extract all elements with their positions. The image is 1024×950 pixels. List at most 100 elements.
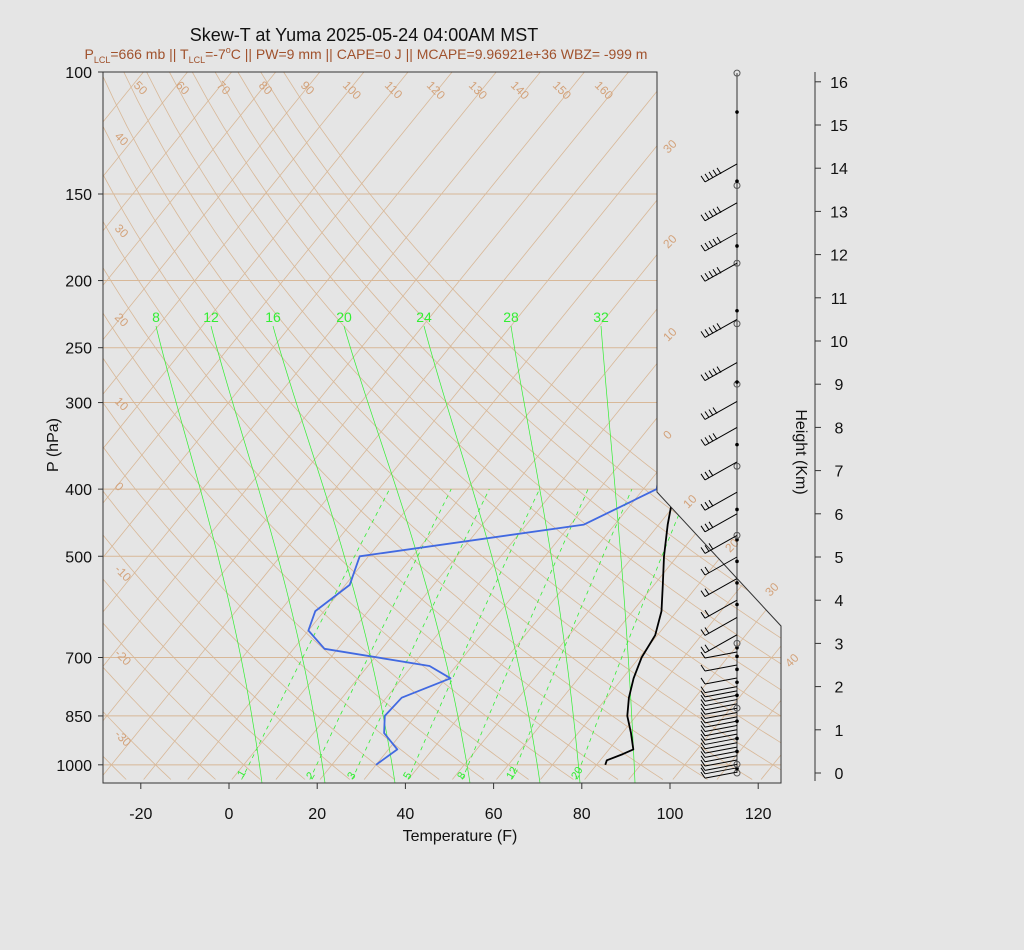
- wind-barb-flag: [700, 771, 706, 779]
- wind-barb-flag: [708, 521, 714, 529]
- dry-adiabat-130: [123, 72, 781, 780]
- wind-barb-staff: [704, 578, 738, 598]
- wind-barb-flag: [704, 212, 710, 220]
- p-tick-label-150: 150: [65, 187, 92, 204]
- wind-barb-staff: [704, 733, 738, 741]
- isotherm-label-right-0: 30: [660, 137, 680, 157]
- wind-barb-staff: [704, 202, 738, 222]
- wind-barb-flag: [712, 169, 718, 177]
- wind-barb-40: [700, 163, 738, 183]
- wind-barb-staff: [704, 746, 738, 754]
- dry-adiabat-110: [103, 72, 753, 780]
- isotherm-label-right-6: 30: [762, 580, 782, 600]
- wind-barb-14: [700, 712, 738, 720]
- wind-barb-flag: [716, 236, 722, 244]
- mixing-ratio-3: [351, 488, 490, 780]
- wind-barb-flag: [700, 439, 706, 446]
- plot-background: [103, 72, 781, 783]
- wind-barb-38: [700, 232, 738, 252]
- wind-barb-flag: [704, 627, 710, 634]
- p-tick-label-700: 700: [65, 651, 92, 668]
- wind-barb-flag: [700, 694, 706, 702]
- wind-barb-11: [700, 724, 738, 732]
- wind-marker-dot-11: [735, 645, 739, 650]
- chart-title: Skew-T at Yuma 2025-05-24 04:00AM MST: [190, 25, 539, 45]
- wind-barb-staff: [704, 262, 738, 282]
- wind-barb-staff: [704, 534, 738, 554]
- wind-barb-flag: [704, 411, 710, 418]
- moist-adiabat-5: [510, 325, 581, 783]
- plot-frame: [102, 71, 782, 784]
- wind-barb-flag: [700, 764, 706, 771]
- wind-barb-staff: [704, 694, 738, 702]
- isotherm--50: [103, 72, 585, 780]
- x-axis-label: Temperature (F): [403, 828, 518, 845]
- dry-adiabat-100: [103, 72, 708, 780]
- wind-barb-staff: [704, 750, 738, 758]
- wind-barb-flag: [704, 372, 710, 379]
- p-tick-label-300: 300: [65, 396, 92, 413]
- wind-barb-staff: [704, 664, 738, 672]
- wind-barb-flag: [708, 543, 714, 550]
- t-tick-label-120: 120: [745, 806, 772, 823]
- wind-barb-30: [700, 513, 738, 533]
- height-tick-label-11: 11: [831, 291, 848, 308]
- wind-barb-staff: [704, 720, 738, 728]
- mixing-label-3: 5: [401, 770, 414, 781]
- p-tick-label-400: 400: [65, 482, 92, 499]
- height-tick-label-3: 3: [835, 636, 844, 653]
- wind-barb-staff: [704, 707, 738, 715]
- t-tick-label-0: 0: [225, 806, 234, 823]
- wind-barb-flag: [700, 175, 706, 183]
- wind-barb-flag: [704, 523, 710, 531]
- p-tick-label-200: 200: [65, 274, 92, 291]
- t-tick-label-80: 80: [573, 806, 591, 823]
- height-tick-label-13: 13: [830, 204, 848, 221]
- wind-barb-staff: [704, 737, 738, 745]
- isotherm--110: [103, 72, 321, 780]
- wind-barb-flag: [708, 435, 714, 442]
- moist-adiabat-4: [423, 325, 541, 783]
- isotherm-140: [849, 72, 1024, 780]
- wind-barb-17: [700, 699, 738, 707]
- moist-adiabat-0: [155, 325, 263, 783]
- wind-barb-flag: [716, 366, 722, 373]
- wind-barb-29: [700, 534, 738, 554]
- wind-marker-dot-24: [735, 308, 739, 313]
- wind-barb-staff: [704, 716, 738, 724]
- subtitle-lcl-sub2: LCL: [189, 55, 206, 65]
- wind-barb-12: [700, 720, 738, 728]
- wind-barb-flag: [700, 690, 706, 698]
- dry-adiabat-60: [103, 72, 529, 780]
- wind-barb-flag: [700, 755, 706, 762]
- wind-barb-flag: [700, 473, 706, 481]
- wind-barb-6: [700, 746, 738, 754]
- wind-barb-staff: [704, 426, 738, 446]
- wind-barb-staff: [704, 712, 738, 720]
- wind-barb-flag: [700, 767, 706, 775]
- dry-adiabat-10: [103, 72, 306, 780]
- isotherm-label-right-2: 10: [660, 325, 680, 345]
- mixing-label-5: 12: [504, 765, 521, 782]
- wind-barb-27: [700, 578, 738, 598]
- wind-barb-24: [700, 634, 738, 654]
- wind-barb-33: [700, 426, 738, 446]
- wind-barb-staff: [704, 163, 738, 183]
- plot-border: [102, 71, 782, 784]
- wind-barb-flag: [704, 644, 710, 652]
- dry-adiabat-30: [103, 72, 395, 780]
- p-tick-label-500: 500: [65, 549, 92, 566]
- wind-barb-flag: [700, 712, 706, 719]
- wind-barb-15: [700, 707, 738, 715]
- wind-barb-flag: [704, 329, 710, 336]
- wind-barb-flag: [700, 738, 706, 745]
- isotherm-60: [496, 72, 781, 780]
- wind-barb-flag: [700, 646, 706, 654]
- wind-barb-flag: [704, 471, 710, 479]
- wind-barb-flag: [700, 547, 706, 554]
- wind-barb-21: [700, 677, 738, 685]
- isotherm--70: [103, 72, 497, 780]
